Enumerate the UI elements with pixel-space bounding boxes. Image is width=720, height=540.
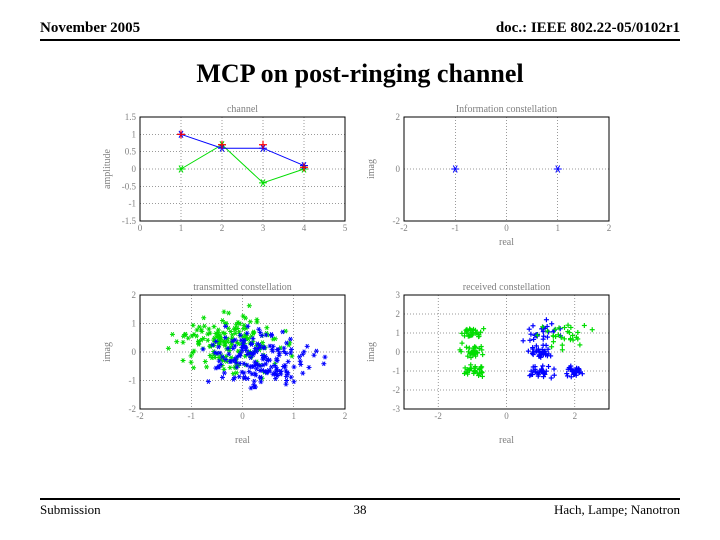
- svg-text:0.5: 0.5: [125, 147, 137, 157]
- svg-text:-1: -1: [393, 366, 401, 376]
- svg-text:real: real: [235, 435, 250, 446]
- slide-title: MCP on post-ringing channel: [40, 59, 680, 89]
- svg-text:1.5: 1.5: [125, 112, 137, 122]
- svg-text:4: 4: [302, 223, 307, 233]
- svg-text:-2: -2: [434, 411, 442, 421]
- panel-channel: 0 1 2 3 4 5 -1.5 -1 -0.5 0 0.5 1 1.5 channel amplitude: [100, 99, 356, 269]
- header-doc: doc.: IEEE 802.22-05/0102r1: [496, 20, 680, 37]
- svg-text:0: 0: [132, 347, 137, 357]
- svg-text:2: 2: [607, 223, 612, 233]
- chart-grid: 0 1 2 3 4 5 -1.5 -1 -0.5 0 0.5 1 1.5 channel amplitude…: [100, 99, 620, 447]
- svg-text:-2: -2: [129, 404, 137, 414]
- svg-text:-2: -2: [400, 223, 408, 233]
- svg-text:-1: -1: [452, 223, 460, 233]
- svg-text:0: 0: [504, 223, 509, 233]
- svg-text:channel: channel: [227, 104, 258, 115]
- svg-text:2: 2: [396, 309, 401, 319]
- header-date: November 2005: [40, 20, 140, 37]
- svg-text:real: real: [499, 435, 514, 446]
- footer-right: Hach, Lampe; Nanotron: [554, 502, 680, 518]
- svg-text:-1: -1: [188, 411, 196, 421]
- svg-text:2: 2: [343, 411, 348, 421]
- svg-text:5: 5: [343, 223, 348, 233]
- svg-text:0: 0: [240, 411, 245, 421]
- svg-text:-0.5: -0.5: [122, 181, 137, 191]
- panel-transmitted: -2 -1 0 1 2 -2 -1 0 1 2 transmitted constellation r…: [100, 277, 356, 447]
- svg-text:imag: imag: [102, 342, 113, 362]
- svg-text:1: 1: [292, 411, 297, 421]
- svg-text:-1.5: -1.5: [122, 216, 137, 226]
- svg-text:-1: -1: [129, 199, 137, 209]
- panel-received: -2 0 2 -3 -2 -1 0 1 2 3 received constellation real…: [364, 277, 620, 447]
- svg-text:0: 0: [396, 164, 401, 174]
- svg-text:0: 0: [504, 411, 509, 421]
- svg-text:1: 1: [396, 328, 401, 338]
- svg-text:0: 0: [132, 164, 137, 174]
- svg-text:received constellation: received constellation: [463, 282, 550, 293]
- svg-text:real: real: [499, 237, 514, 248]
- svg-text:1: 1: [132, 319, 137, 329]
- svg-text:amplitude: amplitude: [102, 148, 113, 189]
- svg-text:2: 2: [132, 290, 137, 300]
- svg-text:-1: -1: [129, 376, 137, 386]
- svg-text:0: 0: [138, 223, 143, 233]
- svg-text:2: 2: [573, 411, 578, 421]
- svg-text:1: 1: [132, 129, 137, 139]
- svg-text:imag: imag: [366, 159, 377, 179]
- svg-text:1: 1: [556, 223, 561, 233]
- footer-left: Submission: [40, 502, 101, 518]
- svg-text:Information constellation: Information constellation: [456, 104, 557, 115]
- svg-text:-2: -2: [393, 385, 401, 395]
- svg-text:2: 2: [220, 223, 225, 233]
- svg-text:transmitted constellation: transmitted constellation: [193, 282, 292, 293]
- page-number: 38: [354, 502, 367, 518]
- svg-text:1: 1: [179, 223, 184, 233]
- svg-text:-3: -3: [393, 404, 401, 414]
- svg-text:3: 3: [261, 223, 266, 233]
- svg-text:imag: imag: [366, 342, 377, 362]
- svg-text:3: 3: [396, 290, 401, 300]
- svg-text:-2: -2: [393, 216, 401, 226]
- svg-text:0: 0: [396, 347, 401, 357]
- svg-text:2: 2: [396, 112, 401, 122]
- panel-info: -2 -1 0 1 2 -2 0 2 Information constellation real…: [364, 99, 620, 269]
- svg-text:-2: -2: [136, 411, 144, 421]
